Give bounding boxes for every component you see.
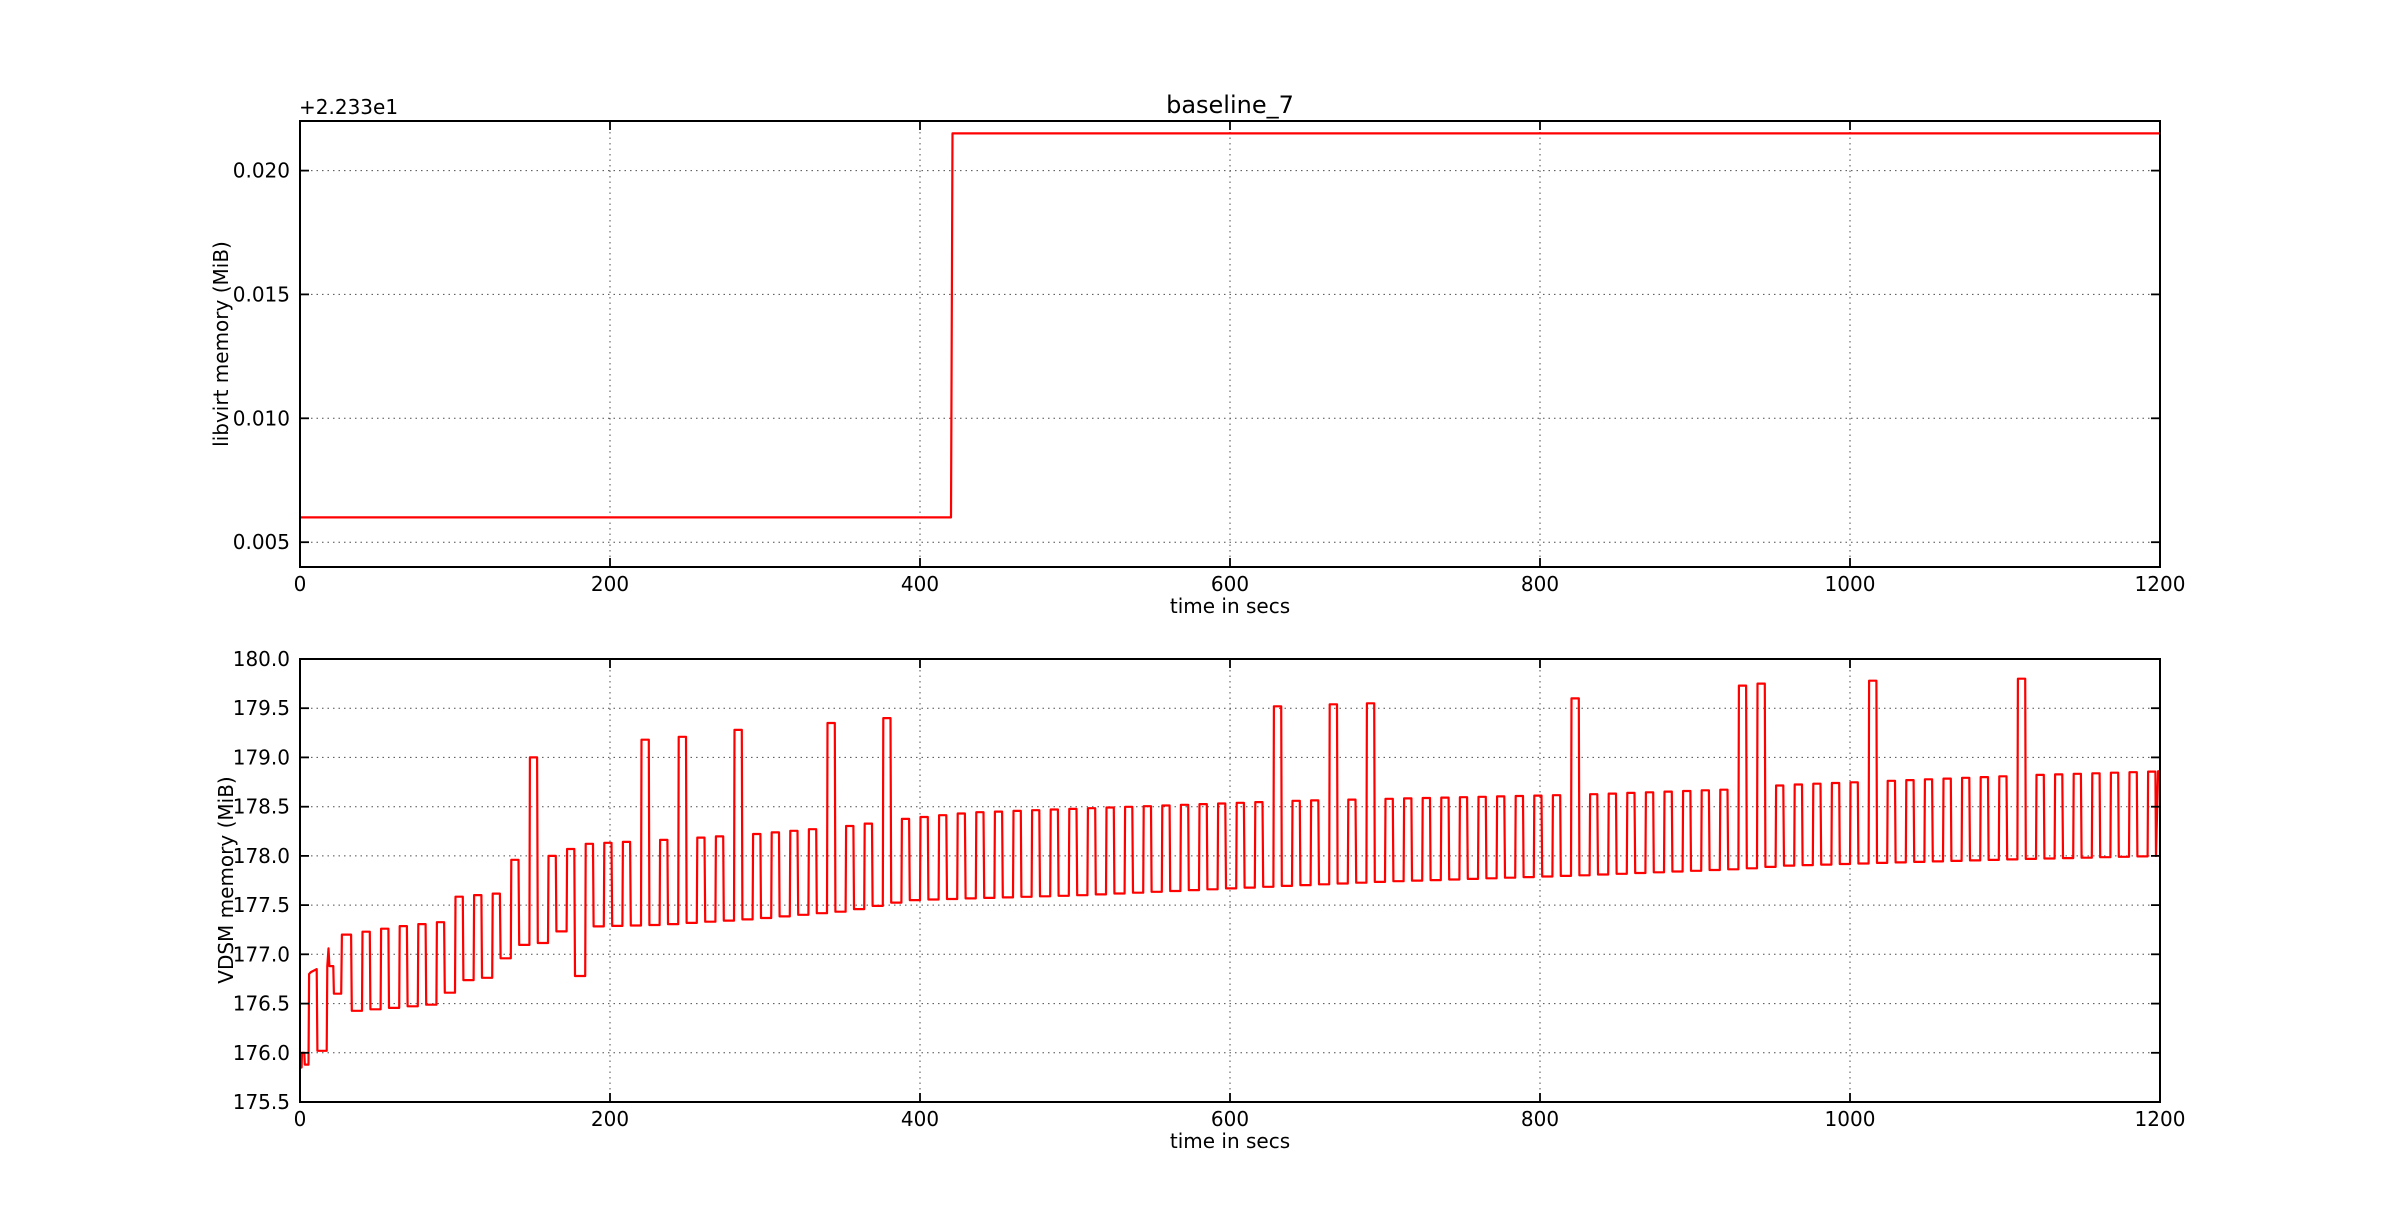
x-tick-label: 1000 bbox=[1825, 1107, 1876, 1131]
x-tick-label: 1200 bbox=[2135, 572, 2186, 596]
x-tick-label: 600 bbox=[1211, 1107, 1249, 1131]
x-tick-label: 800 bbox=[1521, 572, 1559, 596]
y-tick-label: 177.5 bbox=[233, 893, 290, 917]
x-tick-label: 800 bbox=[1521, 1107, 1559, 1131]
x-tick-label: 0 bbox=[294, 572, 307, 596]
y-tick-label: 0.015 bbox=[233, 282, 290, 306]
y-tick-label: 180.0 bbox=[233, 647, 290, 671]
bottom-chart-xlabel: time in secs bbox=[1170, 1129, 1290, 1153]
top-chart-xlabel: time in secs bbox=[1170, 594, 1290, 618]
x-tick-label: 0 bbox=[294, 1107, 307, 1131]
y-tick-label: 176.0 bbox=[233, 1041, 290, 1065]
x-tick-label: 1200 bbox=[2135, 1107, 2186, 1131]
y-tick-label: 0.020 bbox=[233, 159, 290, 183]
x-tick-label: 200 bbox=[591, 572, 629, 596]
y-tick-label: 178.5 bbox=[233, 795, 290, 819]
y-tick-label: 178.0 bbox=[233, 844, 290, 868]
y-tick-label: 0.010 bbox=[233, 406, 290, 430]
y-tick-label: 179.0 bbox=[233, 745, 290, 769]
x-tick-label: 600 bbox=[1211, 572, 1249, 596]
y-tick-label: 0.005 bbox=[233, 530, 290, 554]
x-tick-label: 400 bbox=[901, 1107, 939, 1131]
y-tick-label: 176.5 bbox=[233, 992, 290, 1016]
libvirt-memory-line bbox=[300, 132, 2160, 519]
top-chart-title: baseline_7 bbox=[1166, 91, 1294, 119]
y-tick-label: 177.0 bbox=[233, 942, 290, 966]
x-tick-label: 400 bbox=[901, 572, 939, 596]
libvirt-memory-chart: 0 200 400 600 800 1000 1200 0.005 0.010 0.015 0.02… bbox=[233, 120, 2186, 596]
x-tick-label: 200 bbox=[591, 1107, 629, 1131]
top-chart-ylabel: libvirt memory (MiB) bbox=[209, 241, 233, 447]
x-tick-label: 1000 bbox=[1825, 572, 1876, 596]
y-tick-label: 175.5 bbox=[233, 1090, 290, 1114]
bottom-chart-ylabel: VDSM memory (MiB) bbox=[214, 776, 238, 983]
vdsm-memory-line bbox=[300, 677, 2160, 1069]
y-tick-label: 179.5 bbox=[233, 696, 290, 720]
top-chart-offset-text: +2.233e1 bbox=[299, 95, 398, 119]
vdsm-memory-chart: 0 200 400 600 800 1000 1200 175.5 176.0 176.5 177.… bbox=[233, 647, 2186, 1131]
